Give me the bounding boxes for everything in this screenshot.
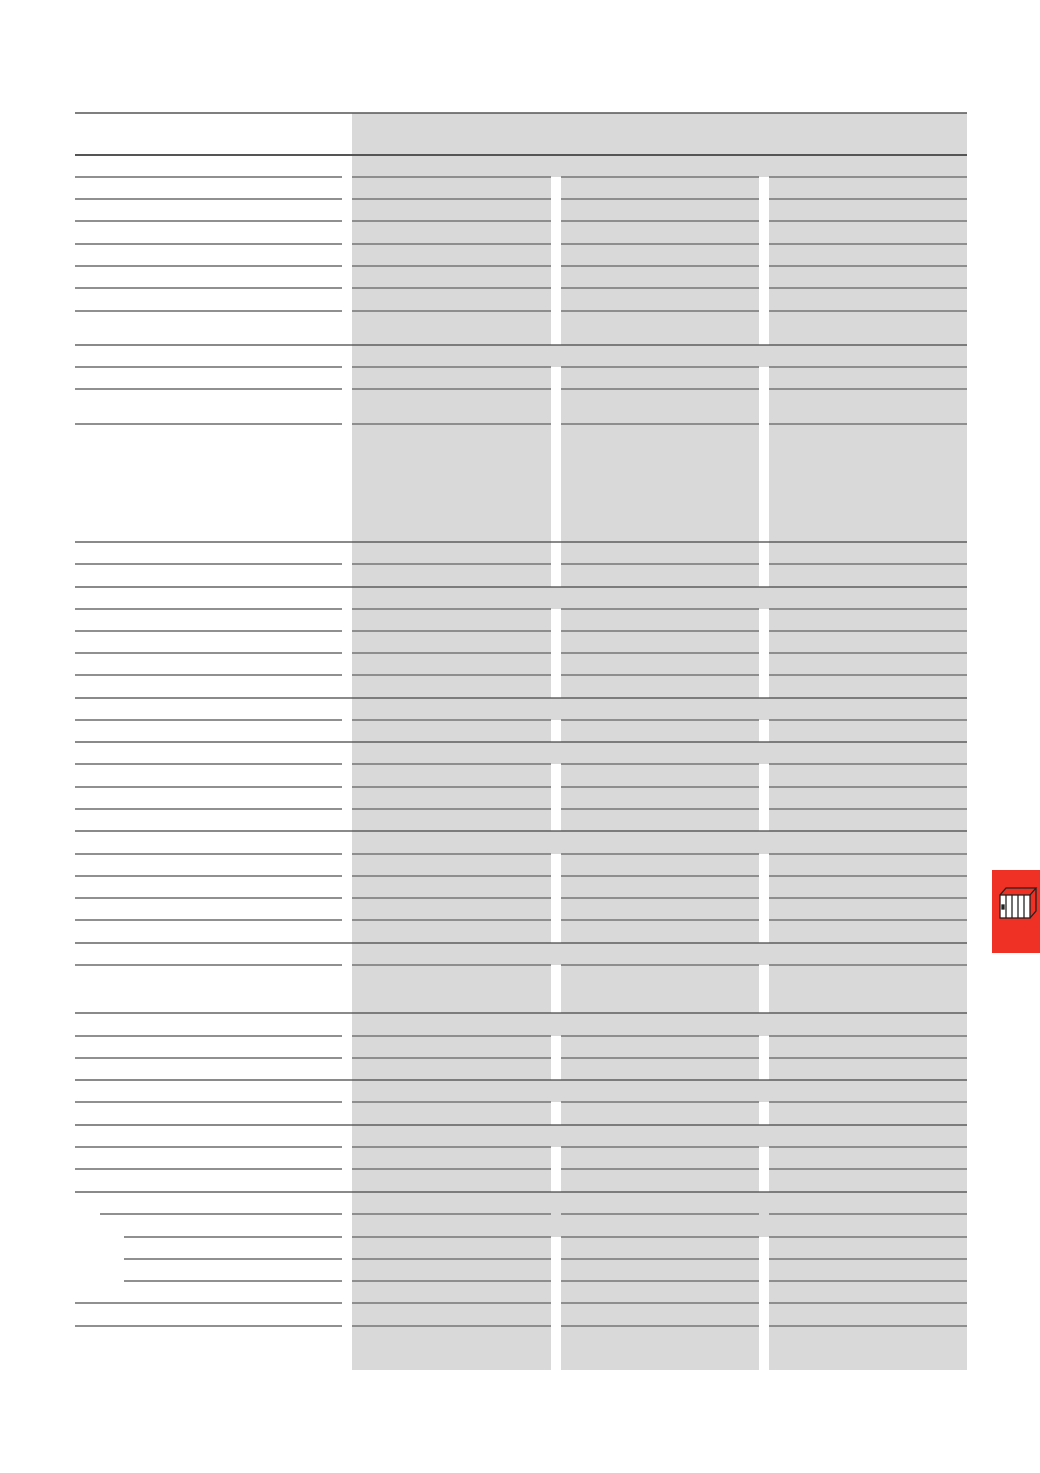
merged-row-shade bbox=[759, 943, 769, 965]
table-grid bbox=[75, 112, 967, 1370]
merged-row-shade bbox=[551, 155, 561, 177]
merged-row-shade bbox=[551, 943, 561, 965]
merged-row-shade bbox=[759, 155, 769, 177]
tab-icon bbox=[999, 887, 1038, 919]
merged-row-shade bbox=[759, 1080, 769, 1102]
merged-row-shade bbox=[759, 1013, 769, 1036]
merged-row-shade bbox=[551, 113, 561, 155]
merged-row-shade bbox=[551, 831, 561, 854]
merged-row-shade bbox=[551, 1013, 561, 1036]
merged-row-shade bbox=[759, 742, 769, 764]
merged-row-shade bbox=[759, 587, 769, 609]
merged-row-shade bbox=[551, 1192, 561, 1237]
merged-row-shade bbox=[551, 1125, 561, 1147]
merged-row-shade bbox=[759, 1192, 769, 1237]
merged-row-shade bbox=[759, 831, 769, 854]
merged-row-shade bbox=[759, 1125, 769, 1147]
merged-row-shade bbox=[759, 698, 769, 720]
merged-row-shade bbox=[551, 345, 561, 367]
merged-row-shade bbox=[551, 742, 561, 764]
merged-row-shade bbox=[551, 1080, 561, 1102]
merged-row-shade bbox=[551, 698, 561, 720]
merged-row-shade bbox=[759, 113, 769, 155]
merged-row-shade bbox=[759, 345, 769, 367]
merged-row-shade bbox=[551, 587, 561, 609]
